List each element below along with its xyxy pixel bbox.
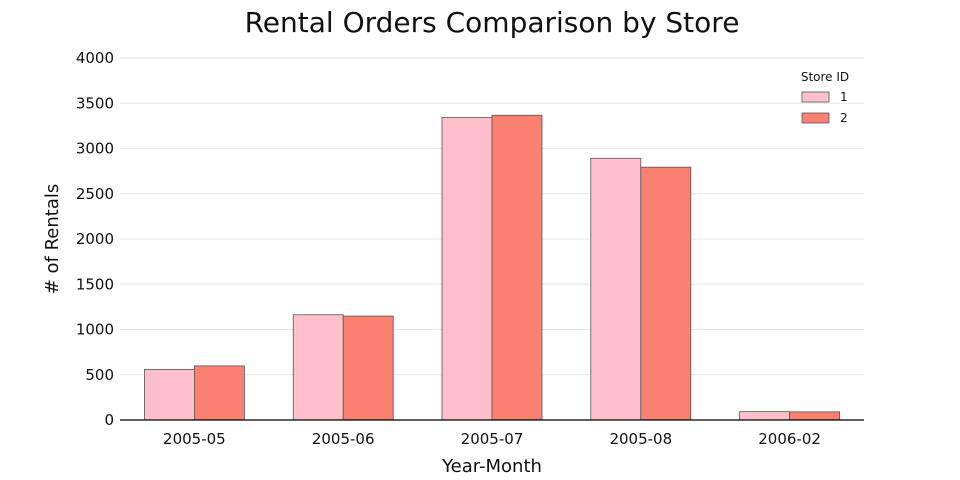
x-tick-label: 2006-02 <box>758 430 821 448</box>
chart-title: Rental Orders Comparison by Store <box>245 6 740 39</box>
bar-store-1-2005-08 <box>590 157 642 421</box>
y-tick-label: 4000 <box>76 49 114 67</box>
x-axis-label: Year-Month <box>441 456 542 477</box>
bar-store-2-2005-06 <box>342 315 394 421</box>
x-tick-label: 2005-06 <box>312 430 375 448</box>
y-axis-label: # of Rentals <box>42 184 63 295</box>
legend: Store ID 1 2 <box>801 70 849 125</box>
x-tick-label: 2005-05 <box>163 430 226 448</box>
y-tick-label: 0 <box>104 411 114 429</box>
y-tick-label: 3000 <box>76 140 114 158</box>
y-tick-label: 1000 <box>76 321 114 339</box>
y-tick-label: 2000 <box>76 230 114 248</box>
bar-store-2-2005-07 <box>491 114 543 421</box>
y-tick-label: 1500 <box>76 275 114 293</box>
x-tick-labels: 2005-05 2005-06 2005-07 2005-08 2006-02 <box>163 430 821 448</box>
bars <box>143 114 840 421</box>
bar-store-1-2005-07 <box>441 117 493 421</box>
bar-store-1-2005-05 <box>143 369 195 421</box>
legend-label-2: 2 <box>840 111 848 125</box>
legend-swatch-1 <box>801 91 830 103</box>
legend-swatch-2 <box>801 112 830 124</box>
x-tick-label: 2005-08 <box>609 430 672 448</box>
legend-title: Store ID <box>801 70 849 84</box>
legend-label-1: 1 <box>840 90 848 104</box>
y-tick-label: 3500 <box>76 94 114 112</box>
x-tick-label: 2005-07 <box>461 430 524 448</box>
bar-store-1-2006-02 <box>739 411 790 421</box>
bar-store-2-2006-02 <box>789 411 840 421</box>
y-tick-label: 500 <box>85 366 114 384</box>
y-tick-label: 2500 <box>76 185 114 203</box>
bar-store-2-2005-05 <box>193 365 245 421</box>
bar-store-1-2005-06 <box>292 314 344 421</box>
bar-store-2-2005-08 <box>640 166 692 421</box>
y-tick-labels: 0 500 1000 1500 2000 2500 3000 3500 4000 <box>76 49 114 429</box>
